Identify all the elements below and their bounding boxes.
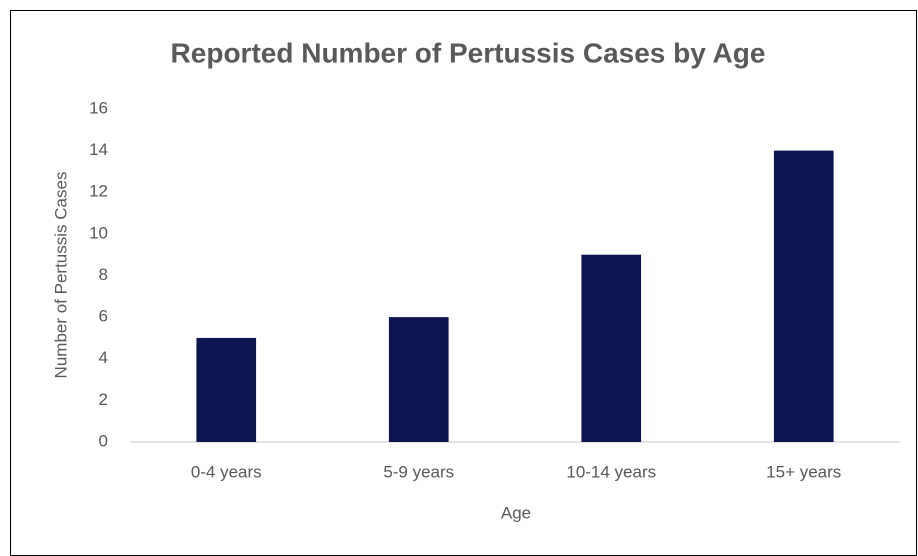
y-tick-label: 2 (99, 390, 108, 409)
bar (196, 337, 257, 442)
x-tick-label: 15+ years (766, 462, 841, 481)
bar (581, 254, 642, 442)
chart-border (10, 10, 917, 556)
y-tick-label: 12 (89, 182, 108, 201)
chart-title: Reported Number of Pertussis Cases by Ag… (171, 37, 766, 68)
x-tick-label: 5-9 years (383, 462, 454, 481)
y-tick-label: 0 (99, 431, 108, 450)
y-tick-label: 8 (99, 265, 108, 284)
y-axis-label: Number of Pertussis Cases (51, 172, 70, 379)
y-tick-label: 10 (89, 223, 108, 242)
y-tick-label: 4 (99, 348, 108, 367)
y-tick-label: 16 (89, 98, 108, 117)
x-tick-label: 0-4 years (191, 462, 262, 481)
y-tick-label: 14 (89, 140, 108, 159)
bar (773, 150, 834, 442)
x-tick-label: 10-14 years (566, 462, 656, 481)
bar (388, 317, 449, 442)
x-axis-label: Age (501, 503, 531, 522)
y-tick-label: 6 (99, 307, 108, 326)
